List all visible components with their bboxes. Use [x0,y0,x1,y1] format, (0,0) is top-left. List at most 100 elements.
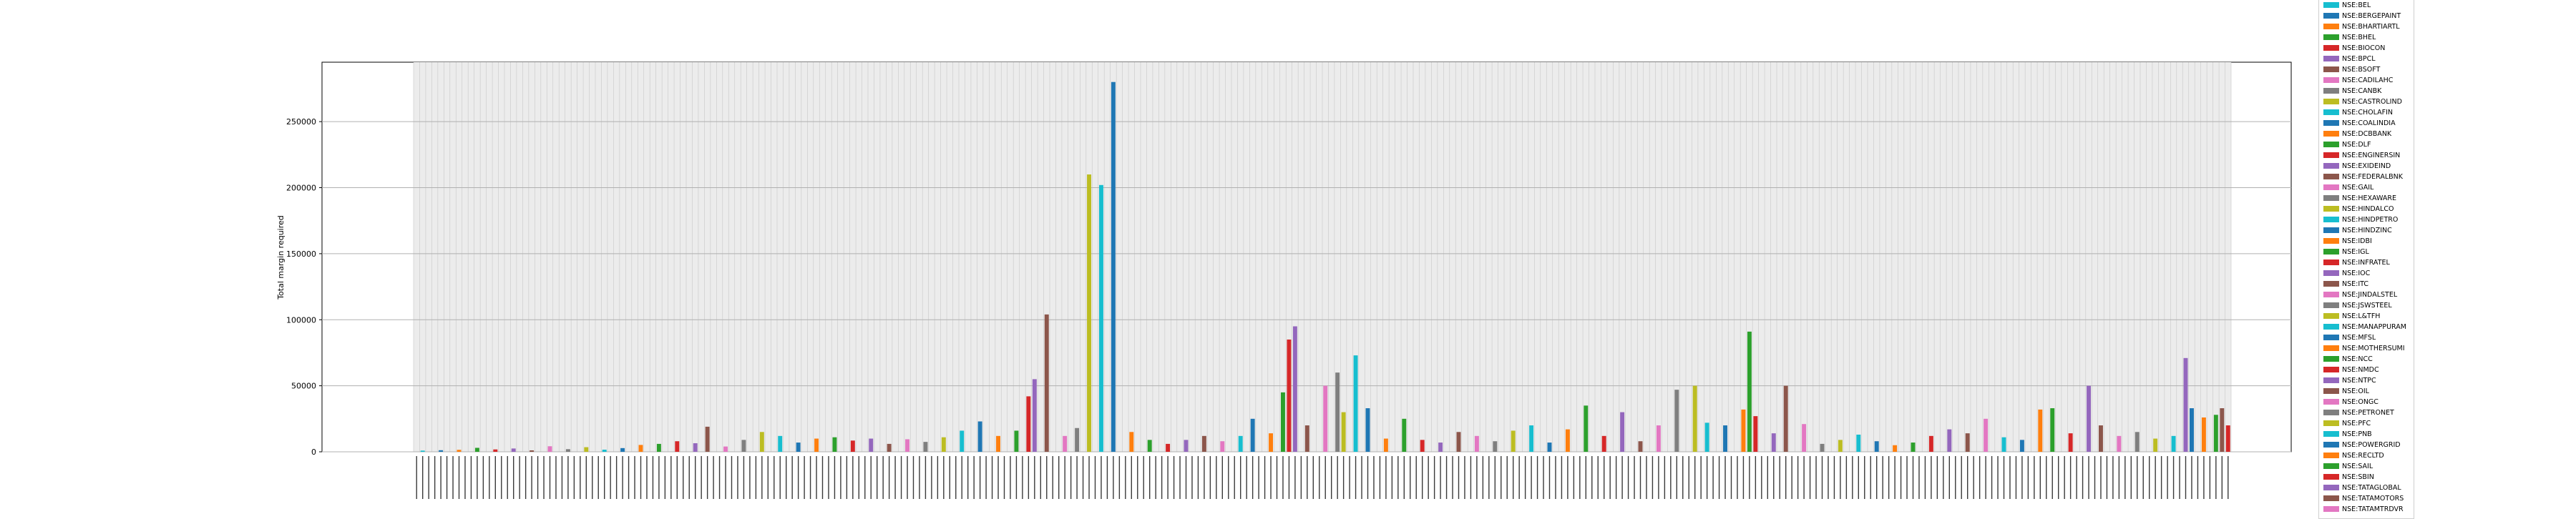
bar [1383,438,1388,452]
legend-swatch [2323,2,2339,8]
legend-swatch [2323,174,2339,179]
bar [1947,429,1952,452]
bar [1063,435,1068,452]
legend-label: NSE:POWERGRID [2342,440,2401,449]
bar [1511,430,1516,452]
bar [1783,385,1788,452]
legend-item: NSE:BPCL [2323,54,2376,63]
bar [1692,385,1697,452]
bar [1353,355,1358,452]
legend-label: NSE:CHOLAFIN [2342,108,2393,117]
bar [1250,418,1255,452]
bar [1184,440,1189,452]
legend-swatch [2323,88,2339,94]
legend-label: NSE:CADILAHC [2342,76,2394,84]
legend-item: NSE:BHEL [2323,33,2376,41]
bar [1335,372,1340,452]
bar [2019,440,2024,452]
legend-item: NSE:MFSL [2323,333,2376,342]
bar [2213,415,2218,452]
legend-item: NSE:GAIL [2323,183,2373,192]
bar [1753,416,1758,452]
legend-label: NSE:CANBK [2342,86,2382,95]
bar [977,421,982,452]
legend-label: NSE:MFSL [2342,333,2376,342]
legend-item: NSE:DCBBANK [2323,129,2391,138]
bar [2153,438,2158,452]
bar [1584,405,1589,452]
legend-item: NSE:MANAPPURAM [2323,322,2406,331]
legend-item: NSE:HINDZINC [2323,226,2392,234]
legend-item: NSE:INFRATEL [2323,258,2390,267]
bar [1893,445,1898,452]
bar [1529,425,1534,452]
bar [778,435,783,452]
bar [1166,443,1171,452]
legend-swatch [2323,442,2339,448]
legend-swatch [2323,163,2339,169]
bar [1601,435,1606,452]
bar [1238,435,1243,452]
legend-label: NSE:HEXAWARE [2342,194,2396,202]
legend-swatch [2323,431,2339,437]
bar [1438,443,1443,452]
legend-label: NSE:TATAMTRDVR [2342,505,2404,513]
legend-item: NSE:TATAMOTORS [2323,494,2404,503]
bar [1111,81,1116,453]
bar [1856,434,1861,452]
bar [1965,433,1970,452]
legend-swatch [2323,99,2339,104]
legend-swatch [2323,474,2339,480]
legend-item: NSE:OIL [2323,387,2369,395]
bar [420,450,425,452]
legend-item: NSE:POWERGRID [2323,440,2401,449]
bar [1638,441,1643,452]
legend-label: NSE:BHARTIARTL [2342,22,2400,31]
legend-swatch [2323,356,2339,362]
legend-item: NSE:NTPC [2323,376,2376,385]
bar [796,443,801,452]
bar [1075,427,1080,452]
legend-item: NSE:PNB [2323,430,2372,438]
bar [850,440,855,452]
bar [1620,412,1625,452]
legend-swatch [2323,388,2339,394]
legend-label: NSE:HINDALCO [2342,204,2394,213]
bar [1220,441,1225,452]
legend-item: NSE:ITC [2323,280,2368,288]
y-axis-ticks: 0 50000 100000 150000 200000 250000 [286,117,322,457]
bar [905,439,909,452]
bar [602,450,607,452]
legend-swatch [2323,367,2339,372]
bar [1014,430,1019,452]
legend-label: NSE:JSWSTEEL [2342,301,2392,310]
legend-label: NSE:RECLTD [2342,451,2384,460]
bar [1099,184,1103,452]
legend-item: NSE:BSOFT [2323,65,2380,74]
y-tick-label: 50000 [291,382,316,391]
legend-swatch [2323,238,2339,244]
bar [1474,435,1479,452]
legend-item: NSE:PFC [2323,419,2371,427]
bar [1565,429,1570,452]
bar [693,443,698,452]
gridlines [322,62,2291,453]
legend-item: NSE:SBIN [2323,473,2374,481]
bar [1287,339,1292,452]
legend-item: NSE:HINDPETRO [2323,215,2398,224]
bar [457,450,462,452]
bar [1201,435,1206,452]
bar [869,438,874,452]
bar [1771,433,1776,452]
legend-item: NSE:EXIDEIND [2323,162,2391,170]
legend-item: NSE:TATAGLOBAL [2323,483,2401,492]
bar [1087,174,1091,452]
legend-swatch [2323,345,2339,351]
legend-item: NSE:FEDERALBNK [2323,172,2403,181]
legend-label: NSE:BERGEPAINT [2342,11,2401,20]
bar [2201,417,2206,452]
legend-label: NSE:HINDPETRO [2342,215,2399,224]
legend-swatch [2323,142,2339,147]
bar [1704,422,1709,452]
legend-swatch [2323,227,2339,233]
